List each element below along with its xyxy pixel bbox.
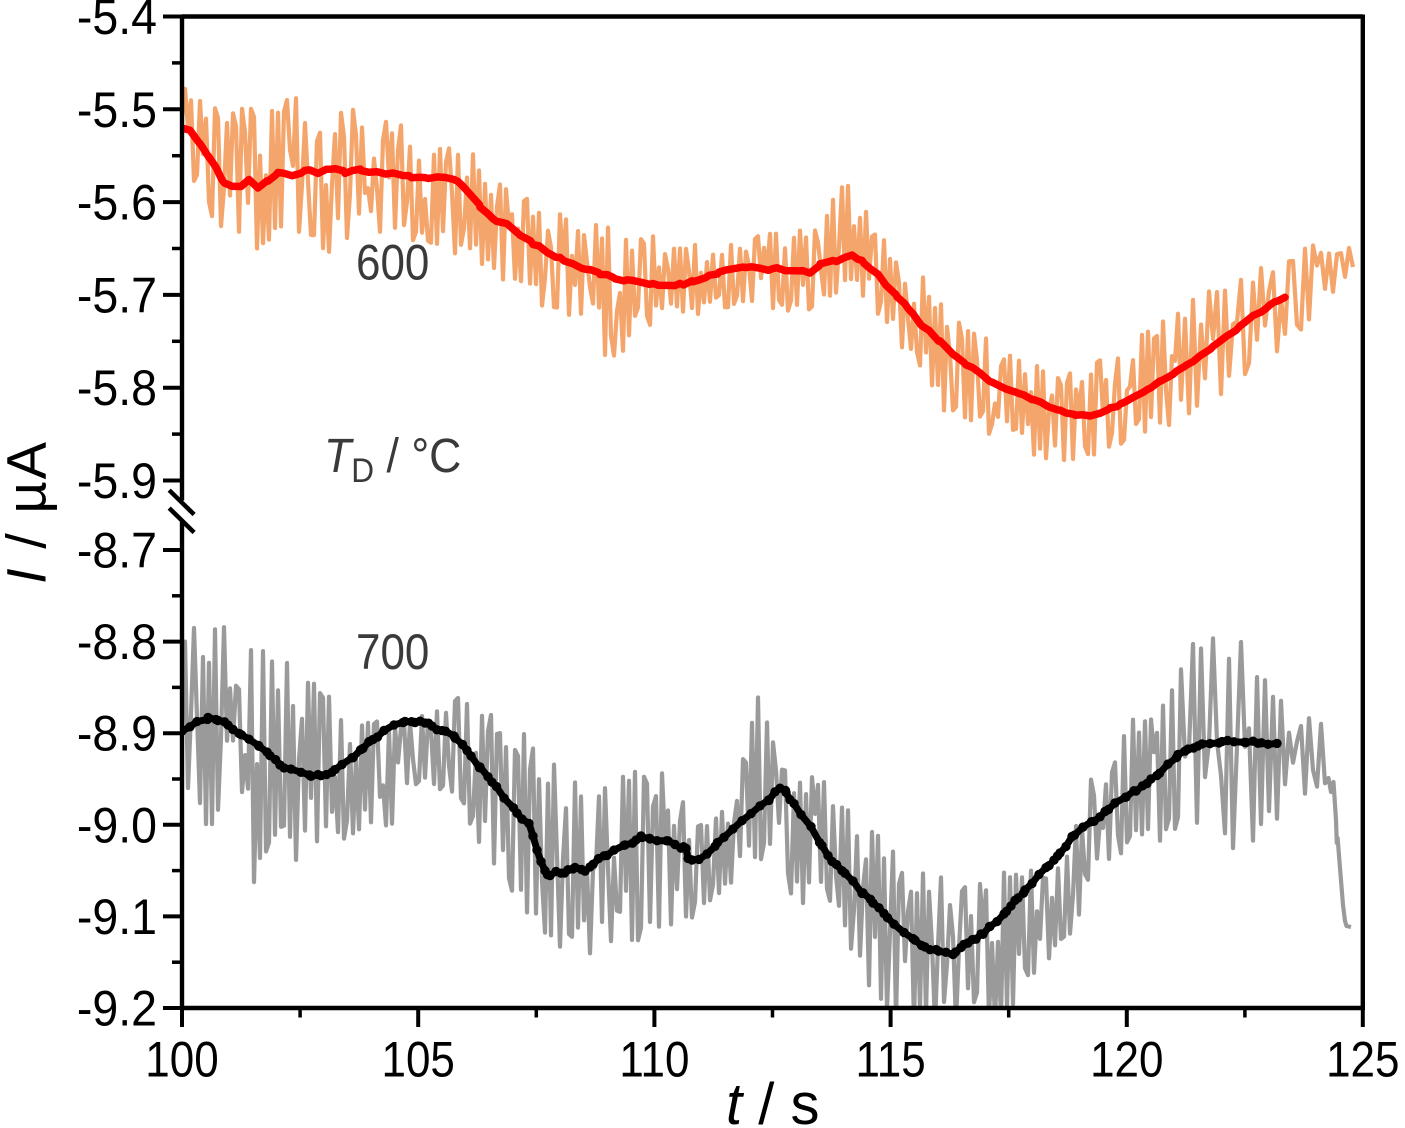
svg-text:-5.6: -5.6 (77, 175, 157, 231)
svg-text:-5.8: -5.8 (77, 361, 157, 417)
svg-text:120: 120 (1090, 1031, 1163, 1087)
svg-text:-9.1: -9.1 (77, 889, 157, 945)
svg-text:TD / °C: TD / °C (324, 429, 461, 490)
svg-text:-5.9: -5.9 (77, 453, 157, 509)
svg-text:-5.7: -5.7 (77, 268, 157, 324)
svg-text:100: 100 (145, 1031, 218, 1087)
svg-text:700: 700 (356, 623, 429, 679)
svg-text:-5.4: -5.4 (77, 0, 157, 45)
svg-text:125: 125 (1326, 1031, 1399, 1087)
svg-text:-5.5: -5.5 (77, 82, 157, 138)
svg-text:-9.0: -9.0 (77, 798, 157, 854)
svg-text:-8.8: -8.8 (77, 615, 157, 671)
svg-text:-8.7: -8.7 (77, 523, 157, 579)
svg-text:t / s: t / s (726, 1072, 819, 1128)
svg-text:110: 110 (619, 1031, 689, 1087)
svg-text:115: 115 (856, 1031, 926, 1087)
svg-text:I / µA: I / µA (0, 440, 58, 584)
svg-text:600: 600 (356, 234, 429, 290)
svg-text:105: 105 (382, 1031, 455, 1087)
svg-text:-8.9: -8.9 (77, 706, 157, 762)
svg-text:-9.2: -9.2 (77, 981, 157, 1037)
